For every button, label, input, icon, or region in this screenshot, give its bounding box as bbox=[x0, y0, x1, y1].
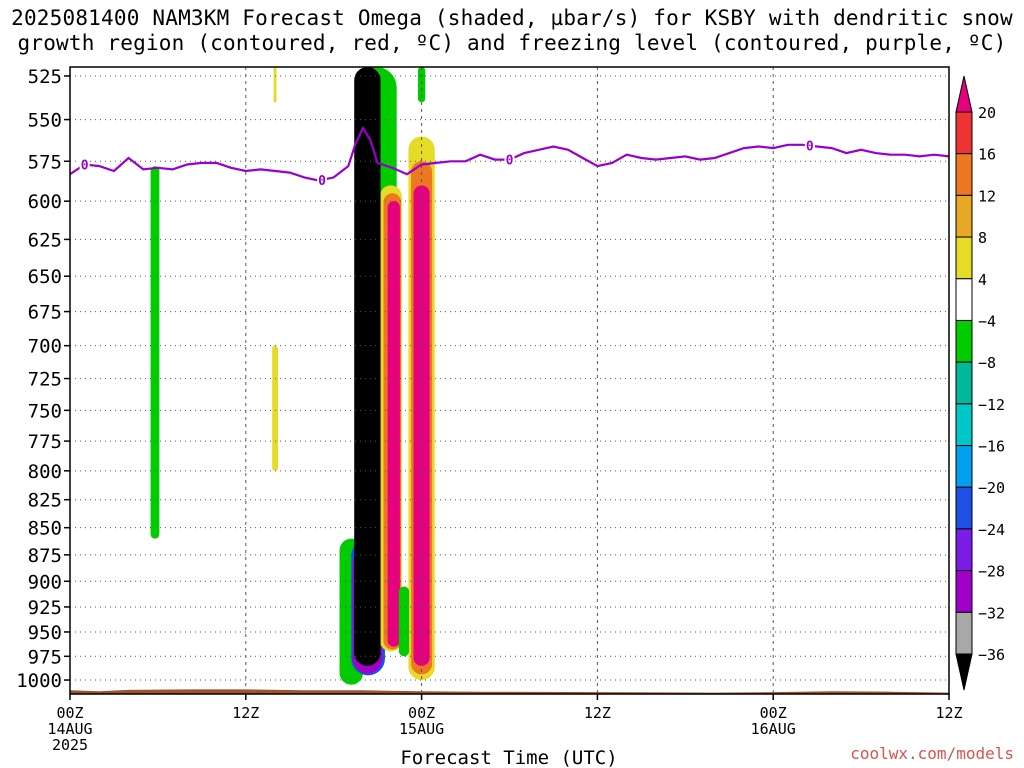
omega-yellow-small bbox=[272, 345, 279, 471]
chart-title-line1: 2025081400 NAM3KM Forecast Omega (shaded… bbox=[11, 6, 1013, 30]
x-tick-label-24-2: 15AUG bbox=[399, 720, 444, 738]
x-tick-label-24-1: 00Z bbox=[408, 704, 435, 722]
colorbar-label-2: 12 bbox=[978, 187, 996, 205]
y-tick-label-800: 800 bbox=[28, 461, 62, 483]
x-axis-title: Forecast Time (UTC) bbox=[400, 747, 617, 768]
colorbar: 20 16 12 8 4 −4 −8 −12 −16 −20 −24 −28 −32 −36 bbox=[955, 75, 1005, 691]
plot-background bbox=[70, 67, 949, 694]
colorbar-label-7: −12 bbox=[978, 396, 1005, 414]
colorbar-label-1: 16 bbox=[978, 146, 996, 164]
colorbar-label-0: 20 bbox=[978, 104, 996, 122]
freezing-label-bg-3 bbox=[804, 138, 815, 153]
omega-green-top bbox=[417, 67, 426, 103]
colorbar-label-3: 8 bbox=[978, 229, 987, 247]
y-tick-label-600: 600 bbox=[28, 191, 62, 213]
y-tick-label-925: 925 bbox=[28, 597, 62, 619]
y-tick-label-575: 575 bbox=[28, 151, 62, 173]
freezing-level-line bbox=[70, 125, 949, 182]
y-tick-label-875: 875 bbox=[28, 545, 62, 567]
colorbar-segment-2 bbox=[955, 194, 973, 238]
y-tick-label-550: 550 bbox=[28, 110, 62, 132]
y-tick-label-825: 825 bbox=[28, 490, 62, 512]
x-tick-label-12-1: 12Z bbox=[232, 704, 259, 722]
omega-green-left bbox=[150, 166, 160, 539]
colorbar-label-10: −24 bbox=[978, 521, 1005, 539]
colorbar-segment-8 bbox=[955, 445, 973, 488]
omega-green-right bbox=[398, 586, 410, 657]
freezing-level: 0 0 0 0 bbox=[70, 125, 949, 189]
plot-area: 0 0 0 0 bbox=[69, 66, 950, 695]
freezing-level-label-1: 0 bbox=[318, 174, 326, 189]
x-tick-label-0-1: 00Z bbox=[56, 704, 83, 722]
colorbar-top-arrow bbox=[955, 75, 973, 113]
colorbar-segment-5 bbox=[955, 319, 973, 363]
y-axis: 525 550 575 600 625 650 675 700 725 750 775 800 825 8… bbox=[16, 66, 70, 692]
y-tick-label-750: 750 bbox=[28, 400, 62, 422]
omega-yellow-top bbox=[273, 67, 277, 103]
colorbar-segment-7 bbox=[955, 403, 973, 447]
y-tick-label-625: 625 bbox=[28, 229, 62, 251]
freezing-label-bg-0 bbox=[79, 157, 90, 172]
y-tick-label-775: 775 bbox=[28, 431, 62, 453]
y-tick-label-975: 975 bbox=[28, 646, 62, 668]
x-tick-label-36-1: 12Z bbox=[584, 704, 611, 722]
colorbar-segment-1 bbox=[955, 153, 973, 196]
freezing-label-bg-1 bbox=[316, 172, 327, 187]
colorbar-label-5: −4 bbox=[978, 312, 996, 330]
y-tick-label-700: 700 bbox=[28, 336, 62, 358]
colorbar-segment-4 bbox=[955, 278, 973, 321]
x-tick-label-48-2: 16AUG bbox=[751, 720, 796, 738]
plot-frame bbox=[69, 66, 950, 695]
y-tick-label-525: 525 bbox=[28, 66, 62, 88]
colorbar-label-6: −8 bbox=[978, 354, 996, 372]
y-tick-label-850: 850 bbox=[28, 518, 62, 540]
colorbar-segment-3 bbox=[955, 236, 973, 280]
freezing-label-bg-2 bbox=[504, 152, 515, 167]
y-tick-label-675: 675 bbox=[28, 302, 62, 324]
omega-shading bbox=[150, 67, 435, 685]
y-tick-label-950: 950 bbox=[28, 622, 62, 644]
terrain bbox=[70, 689, 949, 694]
colorbar-segment-12 bbox=[955, 611, 973, 655]
freezing-level-label-3: 0 bbox=[806, 140, 814, 155]
x-tick-label-0-2: 14AUG bbox=[47, 720, 92, 738]
chart-title: 2025081400 NAM3KM Forecast Omega (shaded… bbox=[0, 6, 1024, 56]
credit-link[interactable]: coolwx.com/models bbox=[850, 744, 1014, 763]
colorbar-segment-9 bbox=[955, 486, 973, 530]
terrain-surface bbox=[70, 689, 949, 694]
chart-title-line2: growth region (contoured, red, ºC) and f… bbox=[17, 31, 1007, 55]
colorbar-segment-0 bbox=[955, 111, 973, 155]
x-tick-label-48-1: 00Z bbox=[760, 704, 787, 722]
colorbar-bottom-arrow bbox=[955, 653, 973, 691]
colorbar-segment-11 bbox=[955, 570, 973, 613]
colorbar-label-8: −16 bbox=[978, 438, 1005, 456]
colorbar-label-13: −36 bbox=[978, 646, 1005, 664]
freezing-level-label-2: 0 bbox=[506, 154, 514, 169]
y-tick-label-725: 725 bbox=[28, 369, 62, 391]
colorbar-label-11: −28 bbox=[978, 563, 1005, 581]
y-tick-label-900: 900 bbox=[28, 571, 62, 593]
omega-magenta-band bbox=[387, 201, 400, 647]
omega-black-core bbox=[354, 67, 381, 666]
freezing-level-label-0: 0 bbox=[81, 159, 89, 174]
colorbar-segment-6 bbox=[955, 361, 973, 405]
colorbar-label-4: 4 bbox=[978, 271, 987, 289]
colorbar-segment-10 bbox=[955, 528, 973, 572]
x-tick-label-60-1: 12Z bbox=[935, 704, 962, 722]
y-tick-label-650: 650 bbox=[28, 266, 62, 288]
colorbar-label-12: −32 bbox=[978, 604, 1005, 622]
colorbar-label-9: −20 bbox=[978, 479, 1005, 497]
x-tick-label-0-3: 2025 bbox=[52, 736, 88, 754]
y-tick-label-1000: 1000 bbox=[16, 670, 62, 692]
